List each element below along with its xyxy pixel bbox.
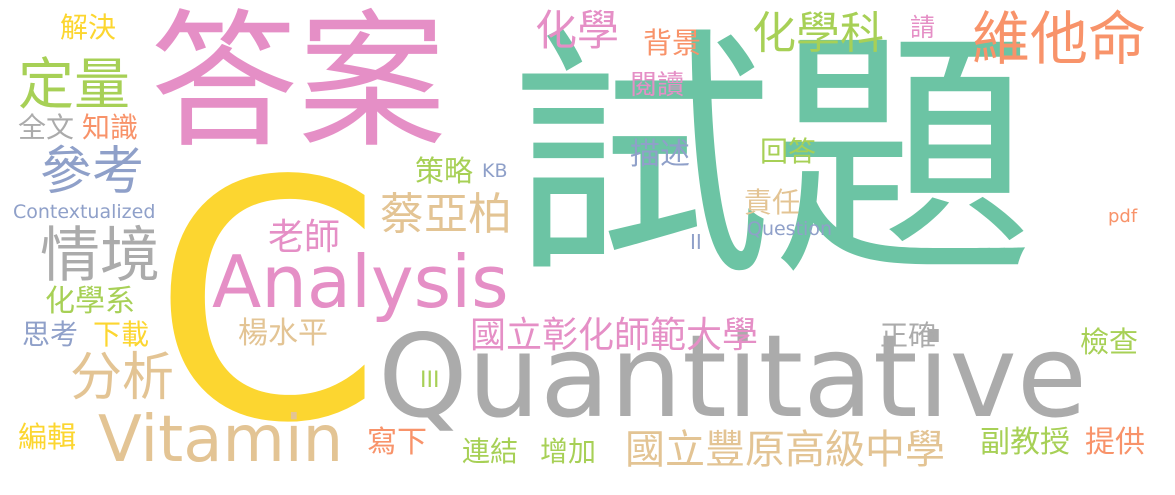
word-cankao: 參考 <box>40 142 145 202</box>
word-sikao: 思考 <box>22 318 79 351</box>
word-ii: II <box>690 230 702 254</box>
word-huaxueke: 化學科 <box>752 8 884 59</box>
word-pdf: pdf <box>1108 206 1138 227</box>
word-bianji: 編輯 <box>18 420 77 454</box>
word-quanwen: 全文 <box>18 111 75 144</box>
word-yangshuiping: 楊水平 <box>238 316 328 351</box>
word-c: C <box>152 111 383 495</box>
word-lianjie: 連結 <box>462 435 519 468</box>
word-question: Question <box>747 218 832 240</box>
word-analysis: Analysis <box>212 240 509 324</box>
word-daan: 答案 <box>150 0 446 168</box>
word-jiancha: 檢查 <box>1080 325 1139 359</box>
word-zeren: 責任 <box>744 186 801 219</box>
word-fenxi: 分析 <box>70 348 175 408</box>
word-shiti: 試題 <box>510 6 1034 311</box>
word-dingliang: 定量 <box>18 53 130 118</box>
word-guoli-fengyuan: 國立豐原高級中學 <box>625 427 945 473</box>
word-jiejue: 解決 <box>60 11 117 44</box>
word-miaoshu: 描述 <box>630 137 690 172</box>
word-huaxuexi: 化學系 <box>45 284 135 319</box>
word-zhishi: 知識 <box>82 111 139 144</box>
word-beijing: 背景 <box>643 26 702 60</box>
word-guoli-zhanghua: 國立彰化師範大學 <box>470 315 759 356</box>
word-kb: KB <box>482 160 508 182</box>
word-xiazai: 下載 <box>93 318 150 351</box>
word-qing: 請 <box>910 13 936 42</box>
word-xiexia: 寫下 <box>367 425 427 460</box>
word-vitamin: Vitamin <box>98 403 344 477</box>
word-zengjia: 增加 <box>540 435 597 468</box>
word-tigong: 提供 <box>1085 425 1145 460</box>
word-contextualized: Contextualized <box>13 201 156 223</box>
word-zhengque: 正確 <box>880 319 937 352</box>
word-quantitative: Quantitative <box>378 310 1087 443</box>
word-fujiaoshou: 副教授 <box>980 425 1070 460</box>
word-qingjing: 情境 <box>40 221 160 291</box>
word-yuedu: 閱讀 <box>630 70 684 101</box>
word-huaxue: 化學 <box>535 6 620 55</box>
word-iii: III <box>420 368 440 393</box>
word-weitaming: 維他命 <box>972 5 1147 73</box>
word-caiyabo: 蔡亞柏 <box>380 189 512 240</box>
word-huida: 回答 <box>760 135 817 168</box>
word-cloud: 試題 答案 C Quantitative Analysis Vitamin 維他… <box>13 0 1147 495</box>
word-celue: 策略 <box>415 154 474 188</box>
word-laoshi: 老師 <box>268 217 341 258</box>
